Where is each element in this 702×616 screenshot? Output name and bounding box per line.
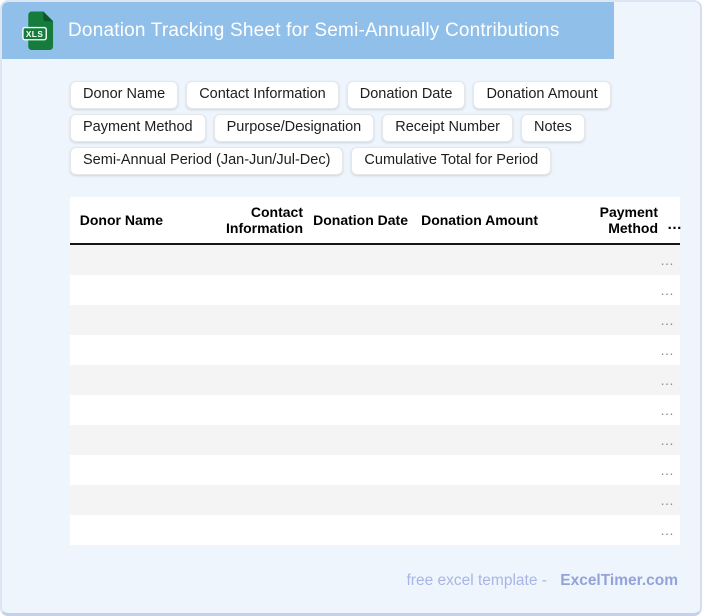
xls-icon-label: XLS bbox=[26, 30, 44, 39]
table-row: … bbox=[70, 245, 680, 275]
row-ellipsis: … bbox=[660, 522, 675, 538]
table-row: … bbox=[70, 515, 680, 545]
title-bar: XLS Donation Tracking Sheet for Semi-Ann… bbox=[2, 2, 614, 59]
field-chip[interactable]: Contact Information bbox=[186, 81, 339, 109]
row-ellipsis: … bbox=[660, 402, 675, 418]
table-row: … bbox=[70, 365, 680, 395]
row-ellipsis: … bbox=[660, 282, 675, 298]
table-row: … bbox=[70, 485, 680, 515]
row-ellipsis: … bbox=[660, 462, 675, 478]
field-chip[interactable]: Purpose/Designation bbox=[213, 114, 375, 142]
table-row: … bbox=[70, 395, 680, 425]
table-column-header: Donor Name bbox=[79, 212, 163, 228]
field-chip[interactable]: Donation Amount bbox=[473, 81, 611, 109]
footer-tagline: free excel template - bbox=[406, 572, 547, 589]
table-row: … bbox=[70, 335, 680, 365]
row-ellipsis: … bbox=[660, 492, 675, 508]
field-chip[interactable]: Payment Method bbox=[70, 114, 206, 142]
field-chip-list: Donor Name Contact Information Donation Da… bbox=[70, 81, 618, 175]
table-column-header: Contact Information bbox=[226, 204, 303, 236]
table-column-header: Payment Method bbox=[599, 204, 658, 236]
table-row: … bbox=[70, 425, 680, 455]
field-chip[interactable]: Semi-Annual Period (Jan-Jun/Jul-Dec) bbox=[70, 147, 344, 175]
footer: free excel template - ExcelTimer.com bbox=[70, 572, 678, 590]
table-row: … bbox=[70, 455, 680, 485]
row-ellipsis: … bbox=[660, 252, 675, 268]
row-ellipsis: … bbox=[660, 372, 675, 388]
field-chip[interactable]: Donation Date bbox=[346, 81, 466, 109]
table-body: … … … … … … … … … … bbox=[70, 245, 680, 545]
xls-file-icon: XLS bbox=[22, 11, 54, 50]
footer-brand-link[interactable]: ExcelTimer.com bbox=[560, 572, 678, 589]
row-ellipsis: … bbox=[660, 432, 675, 448]
table-row: … bbox=[70, 305, 680, 335]
row-ellipsis: … bbox=[660, 312, 675, 328]
field-chip[interactable]: Receipt Number bbox=[382, 114, 514, 142]
page-title: Donation Tracking Sheet for Semi-Annuall… bbox=[68, 19, 560, 41]
table-header-row: Donor Name Contact Information Donation Da… bbox=[70, 197, 682, 245]
table-column-header: … bbox=[667, 216, 682, 233]
field-chip[interactable]: Donor Name bbox=[70, 81, 179, 109]
spreadsheet-preview: Donor Name Contact Information Donation Da… bbox=[70, 197, 682, 545]
field-chip[interactable]: Cumulative Total for Period bbox=[351, 147, 552, 175]
table-column-header: Donation Amount bbox=[421, 212, 538, 228]
field-chip[interactable]: Notes bbox=[521, 114, 585, 142]
table-column-header: Donation Date bbox=[313, 212, 408, 228]
row-ellipsis: … bbox=[660, 342, 675, 358]
table-row: … bbox=[70, 275, 680, 305]
